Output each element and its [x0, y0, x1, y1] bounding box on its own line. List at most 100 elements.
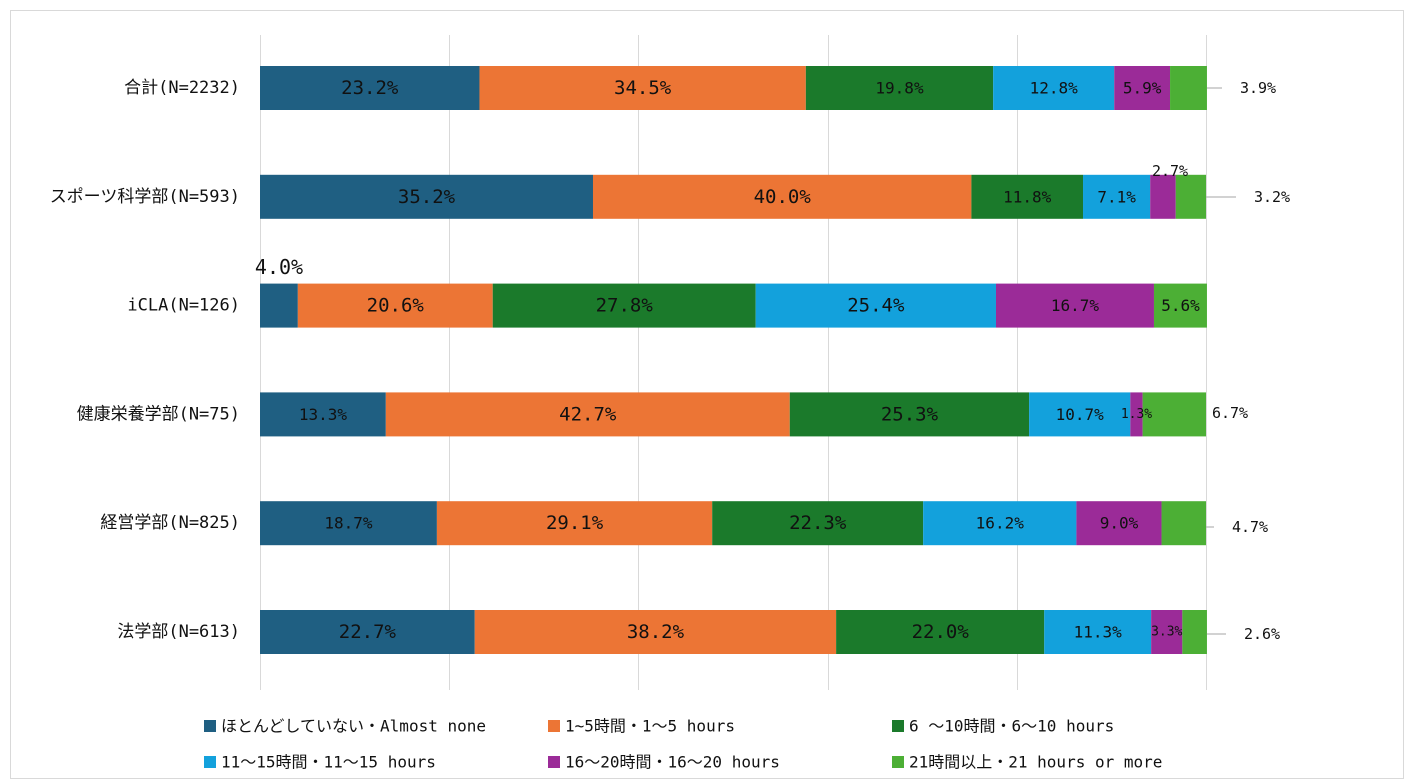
data-label: 20.6% — [367, 295, 425, 317]
data-label: 7.1% — [1097, 187, 1136, 206]
data-label: 25.3% — [881, 403, 939, 425]
data-label: 35.2% — [398, 186, 456, 208]
category-label: スポーツ科学部(N=593) — [50, 187, 240, 207]
legend-swatch — [892, 756, 904, 768]
data-label: 16.7% — [1051, 296, 1100, 315]
bar-segment — [836, 610, 1045, 654]
legend-label: 21時間以上・21 hours or more — [909, 753, 1162, 772]
data-label: 29.1% — [546, 512, 604, 534]
category-label: 経営学部(N=825) — [100, 513, 240, 533]
bar-segment — [1142, 392, 1206, 437]
data-label: 11.8% — [1003, 187, 1052, 206]
data-label: 38.2% — [627, 621, 685, 643]
bar-segment — [995, 283, 1154, 328]
data-label: 13.3% — [299, 405, 348, 424]
data-label: 40.0% — [754, 186, 812, 208]
data-label: 16.2% — [976, 514, 1025, 533]
category-label: 合計(N=2232) — [124, 78, 240, 98]
bar-segment — [712, 501, 924, 546]
bar-segment — [479, 66, 806, 110]
data-label: 4.7% — [1232, 518, 1268, 536]
bar-segment — [260, 392, 386, 437]
data-label: 3.2% — [1254, 188, 1290, 206]
bar-segment — [805, 66, 994, 110]
legend-label: 11～15時間・11～15 hours — [221, 753, 436, 772]
data-label: 25.4% — [847, 295, 905, 317]
data-label: 5.9% — [1123, 79, 1162, 98]
legend-swatch — [892, 720, 904, 732]
data-label: 42.7% — [559, 403, 617, 425]
bar-segment — [1153, 283, 1207, 328]
data-label: 22.7% — [339, 621, 397, 643]
legend: ほとんどしていない・Almost none 1~5時間・1～5 hours 6 ～1… — [204, 717, 1162, 772]
bar-segment — [297, 283, 493, 328]
legend-item: ほとんどしていない・Almost none — [204, 717, 486, 736]
legend-item: 1~5時間・1～5 hours — [548, 717, 735, 736]
bar-segment — [1029, 392, 1131, 437]
legend-item: 6 ～10時間・6～10 hours — [892, 717, 1114, 736]
bar-segment — [474, 610, 837, 654]
data-label: 22.3% — [789, 512, 847, 534]
bar-segment — [260, 283, 298, 328]
bar-segment — [260, 174, 593, 219]
data-label: 27.8% — [596, 295, 654, 317]
bar-segment — [1083, 174, 1151, 219]
bar-segment — [1044, 610, 1152, 654]
bar-segment — [1151, 610, 1183, 654]
data-label: 34.5% — [614, 77, 672, 99]
category-label: 健康栄養学部(N=75) — [77, 404, 240, 424]
bar-segment — [260, 501, 437, 546]
legend-swatch — [548, 756, 560, 768]
data-label: 22.0% — [912, 621, 970, 643]
data-label: 2.7% — [1152, 162, 1188, 180]
legend-label: 1~5時間・1～5 hours — [565, 717, 735, 736]
legend-item: 21時間以上・21 hours or more — [892, 753, 1162, 772]
legend-label: 6 ～10時間・6～10 hours — [909, 717, 1114, 736]
legend-swatch — [548, 720, 560, 732]
bar-segment — [260, 66, 480, 110]
bar-segment — [1130, 392, 1143, 437]
data-label: 12.8% — [1030, 79, 1079, 98]
bar-segment — [923, 501, 1077, 546]
data-label: 18.7% — [324, 514, 373, 533]
bar-segment — [993, 66, 1115, 110]
bar-segment — [1182, 610, 1207, 654]
bar-segment — [1114, 66, 1171, 110]
legend-label: ほとんどしていない・Almost none — [221, 717, 486, 736]
bar-segment — [1076, 501, 1162, 546]
legend-item: 11～15時間・11～15 hours — [204, 753, 436, 772]
data-labels: 23.2% 34.5% 19.8% 12.8% 5.9% 3.9% 35.2% 40.0% 11… — [255, 77, 1290, 643]
legend-swatch — [204, 720, 216, 732]
gridlines — [260, 35, 1207, 690]
data-label: 1.3% — [1121, 407, 1152, 422]
bar-segment — [1170, 66, 1207, 110]
data-label: 3.9% — [1240, 79, 1276, 97]
bar-segment — [1161, 501, 1206, 546]
legend-label: 16～20時間・16～20 hours — [565, 753, 780, 772]
bar-segment — [1150, 174, 1176, 219]
category-label: iCLA(N=126) — [127, 296, 240, 316]
data-label: 19.8% — [875, 79, 924, 98]
data-label: 6.7% — [1212, 404, 1248, 422]
bars — [260, 66, 1207, 654]
bar-segment — [492, 283, 756, 328]
bar-segment — [592, 174, 972, 219]
data-label: 4.0% — [255, 255, 303, 279]
data-label: 23.2% — [341, 77, 399, 99]
bar-segment — [971, 174, 1084, 219]
data-label: 9.0% — [1100, 514, 1139, 533]
bar-segment — [1175, 174, 1206, 219]
bar-segment — [260, 610, 475, 654]
data-label: 5.6% — [1161, 296, 1200, 315]
data-label: 2.6% — [1244, 625, 1280, 643]
data-label: 3.3% — [1151, 625, 1182, 640]
legend-item: 16～20時間・16～20 hours — [548, 753, 780, 772]
bar-segment — [436, 501, 713, 546]
bar-segment — [789, 392, 1030, 437]
data-label: 11.3% — [1074, 623, 1123, 642]
legend-swatch — [204, 756, 216, 768]
category-label: 法学部(N=613) — [117, 622, 240, 642]
bar-segment — [385, 392, 790, 437]
